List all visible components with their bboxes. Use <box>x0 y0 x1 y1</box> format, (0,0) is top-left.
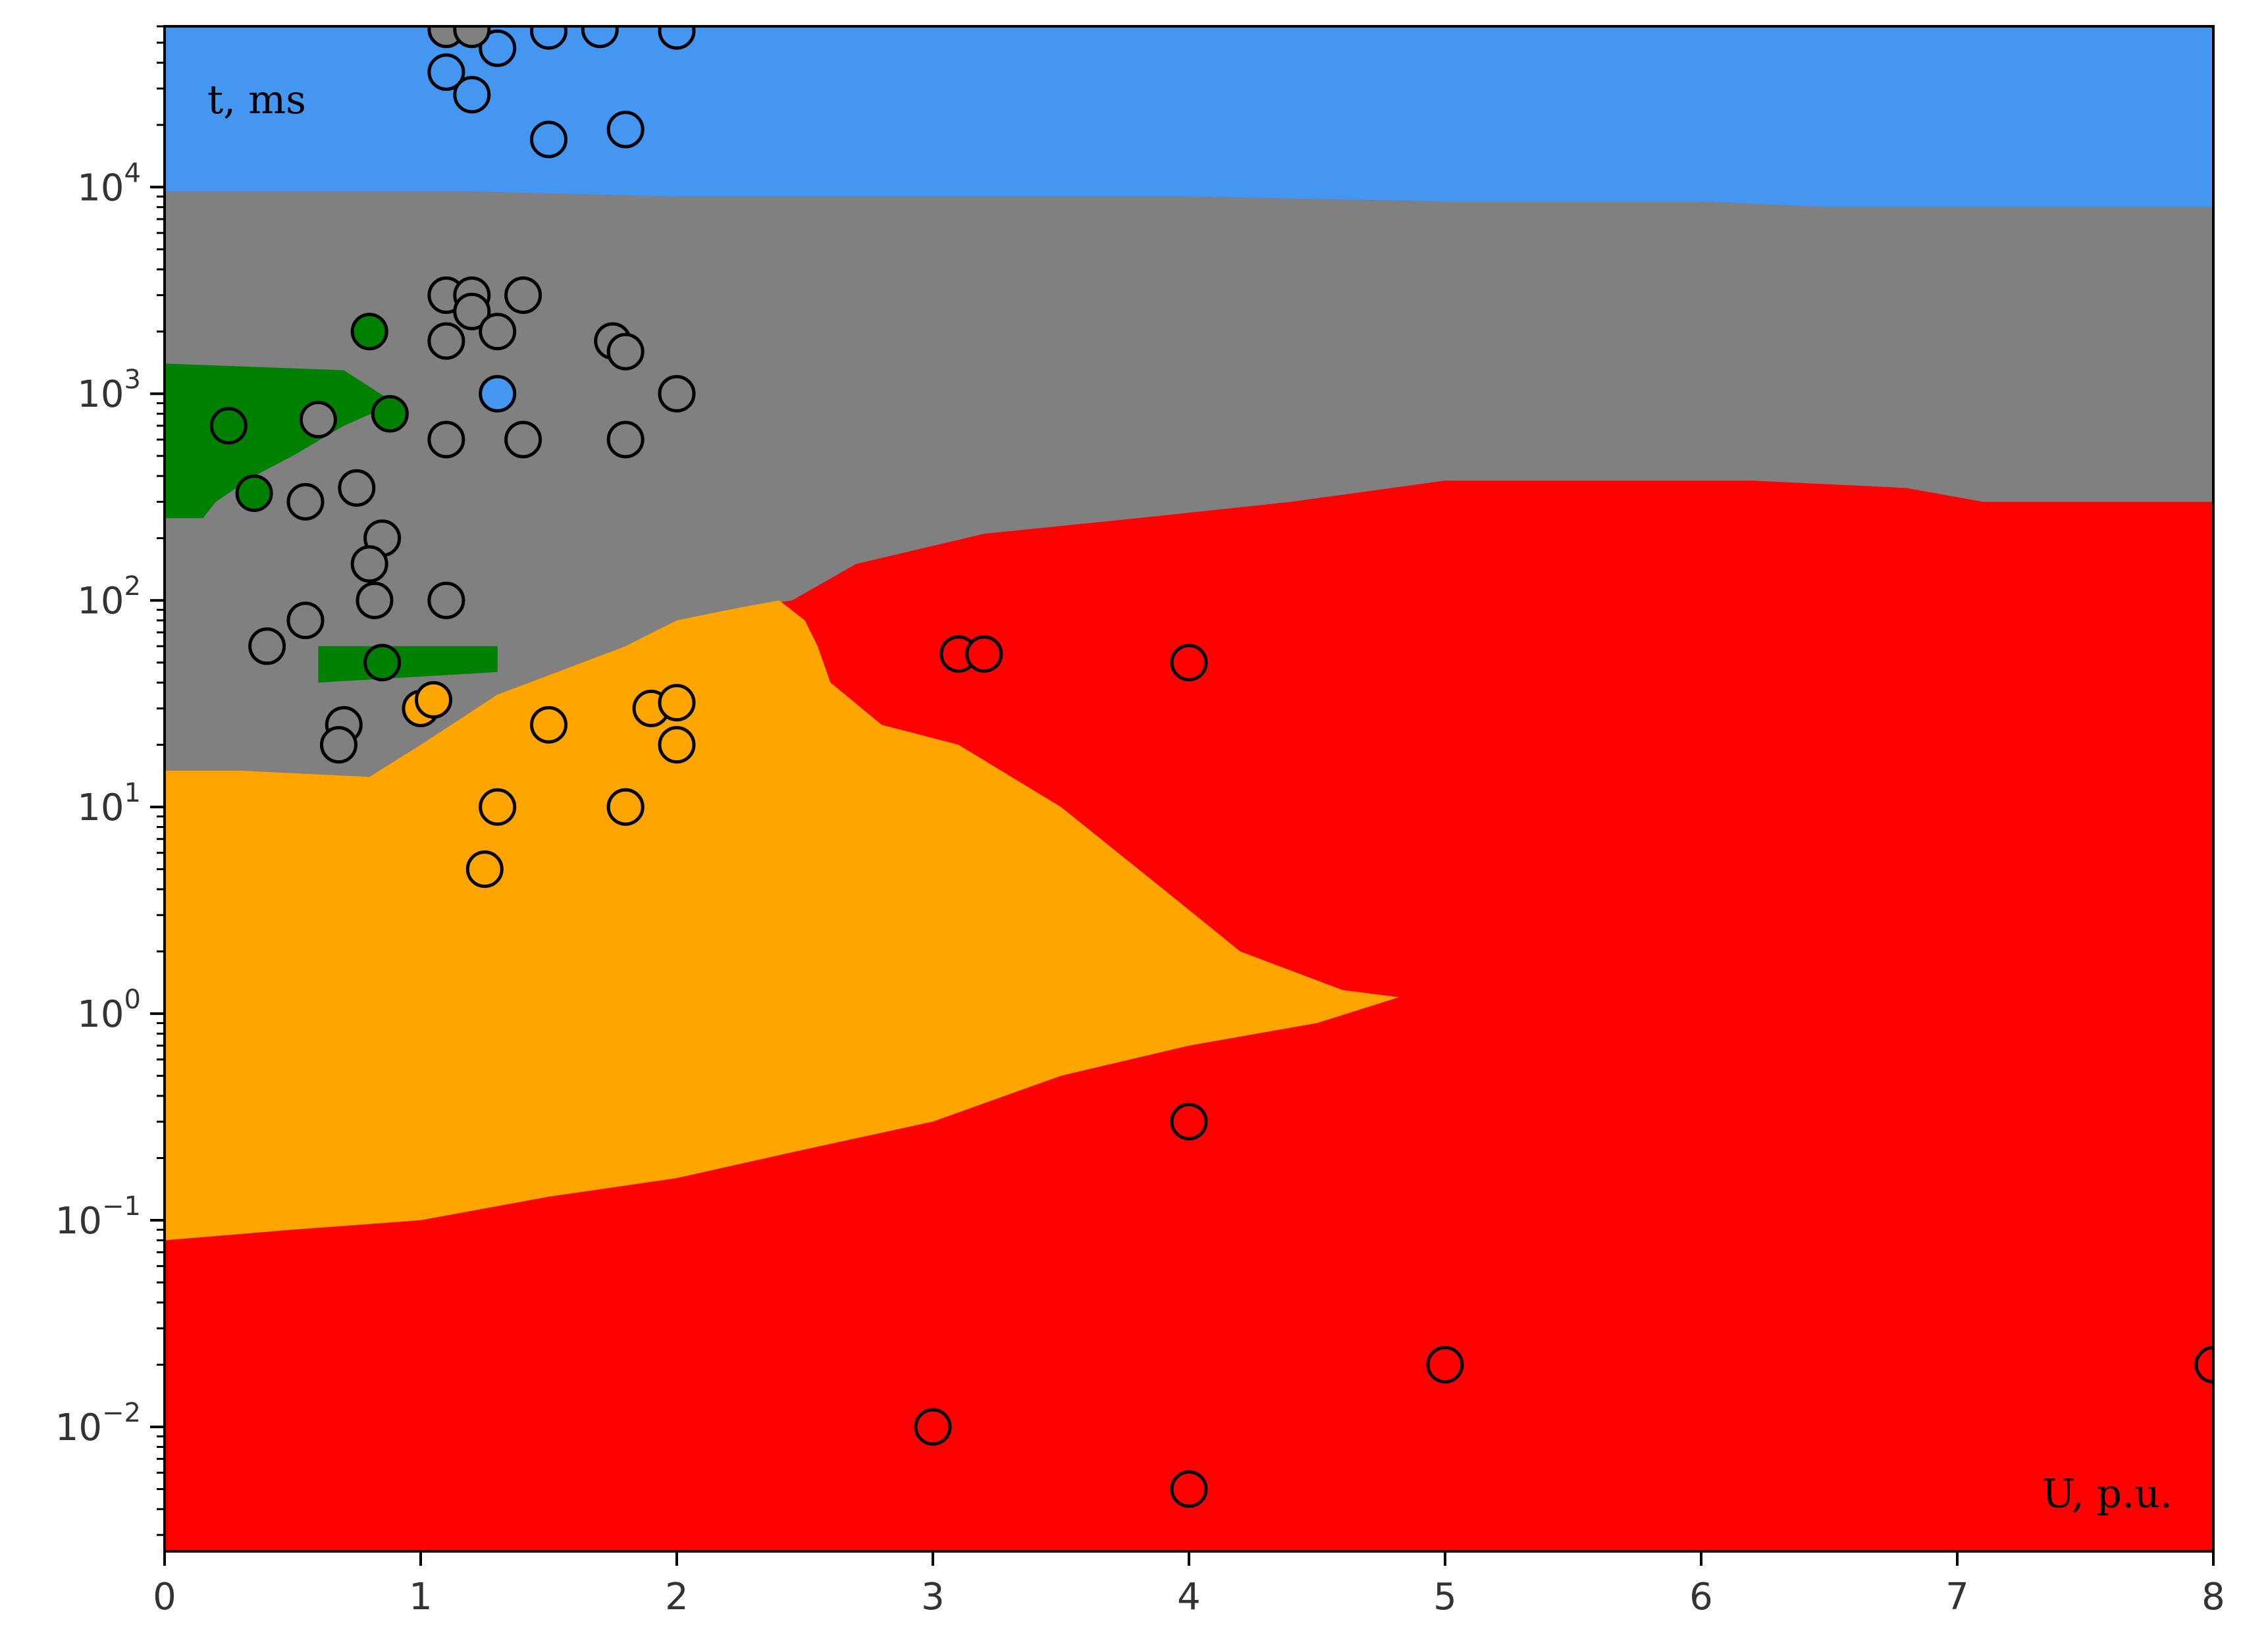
region-green-3 <box>165 363 396 519</box>
data-point-green <box>235 474 273 512</box>
y-tick-label: 101 <box>77 778 141 829</box>
data-point-blue <box>479 29 517 67</box>
data-point-gray <box>606 421 645 459</box>
data-point-green <box>209 407 248 445</box>
data-point-gray <box>248 627 286 665</box>
data-point-gray <box>427 581 465 619</box>
data-point-blue <box>453 76 491 114</box>
data-point-green <box>371 395 409 433</box>
x-tick-label: 7 <box>1945 1576 1969 1618</box>
x-tick-label: 3 <box>921 1576 945 1618</box>
data-point-blue <box>606 111 645 149</box>
data-point-blue <box>530 120 567 159</box>
data-point-gray <box>350 545 388 583</box>
y-axis: 10−2 10−1 100 101 102 103 104 <box>55 25 165 1536</box>
x-tick-label: 1 <box>409 1576 433 1618</box>
data-point-gray <box>356 581 394 619</box>
x-tick-label: 5 <box>1433 1576 1457 1618</box>
data-point-red <box>1426 1346 1464 1383</box>
decision-regions <box>165 26 2213 1551</box>
y-tick-label: 10−2 <box>55 1398 141 1449</box>
data-point-red <box>1170 1470 1208 1508</box>
data-point-red <box>1170 644 1208 682</box>
data-point-gray <box>299 401 337 438</box>
data-point-gray <box>453 26 491 49</box>
y-tick-label: 103 <box>77 365 141 416</box>
data-point-gray <box>338 469 376 507</box>
data-point-blue <box>530 26 567 50</box>
y-tick-label: 104 <box>77 158 141 209</box>
x-tick-label: 8 <box>2201 1576 2225 1618</box>
data-point-blue <box>479 374 517 413</box>
region-blue-1 <box>165 26 2213 207</box>
data-point-orange <box>479 788 517 826</box>
data-point-orange <box>658 684 696 722</box>
y-axis-label: t, ms <box>207 77 306 123</box>
x-tick-label: 6 <box>1689 1576 1713 1618</box>
y-tick-label: 100 <box>77 985 141 1036</box>
data-point-gray <box>453 292 491 330</box>
data-point-gray <box>320 726 357 764</box>
data-point-red <box>965 635 1003 673</box>
data-point-blue <box>427 53 465 91</box>
data-point-orange <box>606 788 645 826</box>
data-point-gray <box>479 313 517 351</box>
data-points <box>209 26 2213 1508</box>
data-point-gray <box>286 482 325 521</box>
data-point-green <box>363 644 402 682</box>
region-gray-0 <box>165 192 2213 777</box>
x-tick-label: 4 <box>1177 1576 1201 1618</box>
data-point-gray <box>427 322 465 360</box>
data-point-orange <box>465 850 504 889</box>
region-green-4 <box>318 646 498 683</box>
data-point-blue <box>658 26 696 50</box>
data-point-blue <box>581 26 619 49</box>
x-axis-label: U, p.u. <box>2042 1471 2173 1517</box>
data-point-orange <box>415 681 452 719</box>
data-point-gray <box>658 374 696 413</box>
x-axis: 0 1 2 3 4 5 6 7 8 <box>153 1551 2225 1618</box>
data-point-gray <box>504 276 542 314</box>
data-point-orange <box>658 726 696 764</box>
y-tick-label: 10−1 <box>55 1191 141 1243</box>
data-point-red <box>1170 1102 1208 1141</box>
y-tick-label: 102 <box>77 571 141 623</box>
x-tick-label: 2 <box>665 1576 689 1618</box>
data-point-gray <box>427 421 465 459</box>
x-tick-label: 0 <box>153 1576 176 1618</box>
data-point-red <box>914 1408 952 1446</box>
data-point-gray <box>606 332 645 371</box>
data-point-red <box>2194 1346 2213 1383</box>
region-orange-2 <box>165 600 1399 1241</box>
data-point-gray <box>286 602 325 640</box>
data-point-orange <box>530 706 567 744</box>
data-point-green <box>350 313 388 351</box>
data-point-gray <box>504 421 542 459</box>
